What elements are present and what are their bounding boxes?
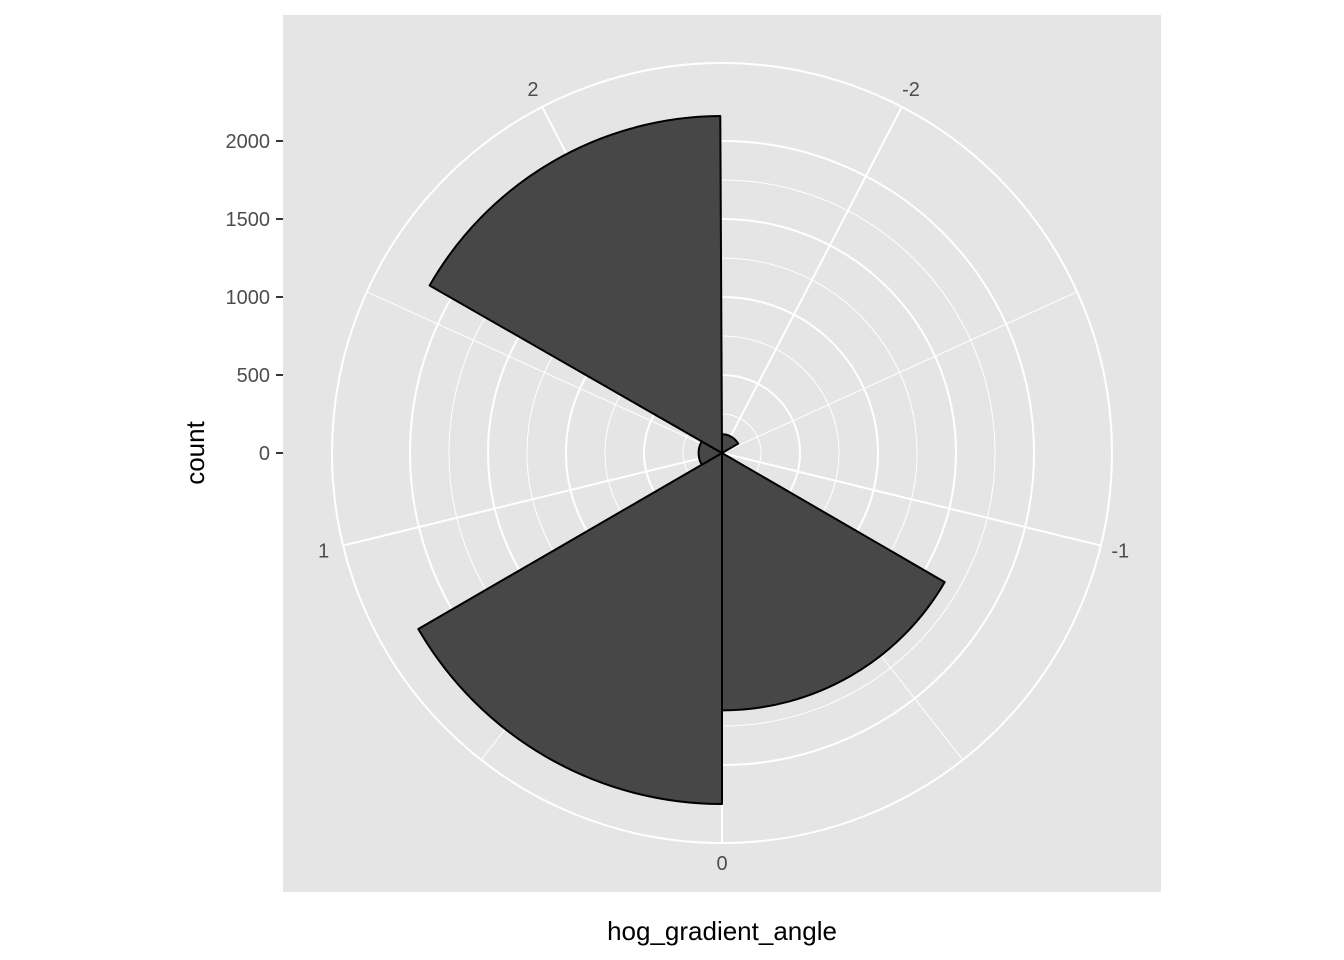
- theta-tick-label: 0: [716, 853, 727, 875]
- theta-label-layer: -2 -1 0 1 2: [318, 79, 1129, 875]
- theta-tick-label: 1: [318, 540, 329, 562]
- bar: [721, 433, 740, 454]
- r-axis-layer: 0 500 1000 1500 2000: [226, 131, 283, 465]
- y-axis-title: count: [180, 420, 210, 484]
- theta-tick-label: -2: [902, 79, 920, 101]
- bar: [417, 452, 723, 805]
- x-axis-title: hog_gradient_angle: [607, 916, 837, 946]
- theta-tick-label: 2: [527, 79, 538, 101]
- r-tick-label: 500: [237, 365, 270, 387]
- r-tick-label: 2000: [226, 131, 271, 153]
- theta-tick-label: -1: [1111, 540, 1129, 562]
- r-tick-label: 1000: [226, 287, 271, 309]
- outer-gridline: [331, 62, 1113, 844]
- bar-layer: [417, 115, 946, 805]
- r-tick-label: 0: [259, 443, 270, 465]
- r-tick-label: 1500: [226, 209, 271, 231]
- bar: [428, 115, 723, 454]
- bar: [721, 452, 946, 712]
